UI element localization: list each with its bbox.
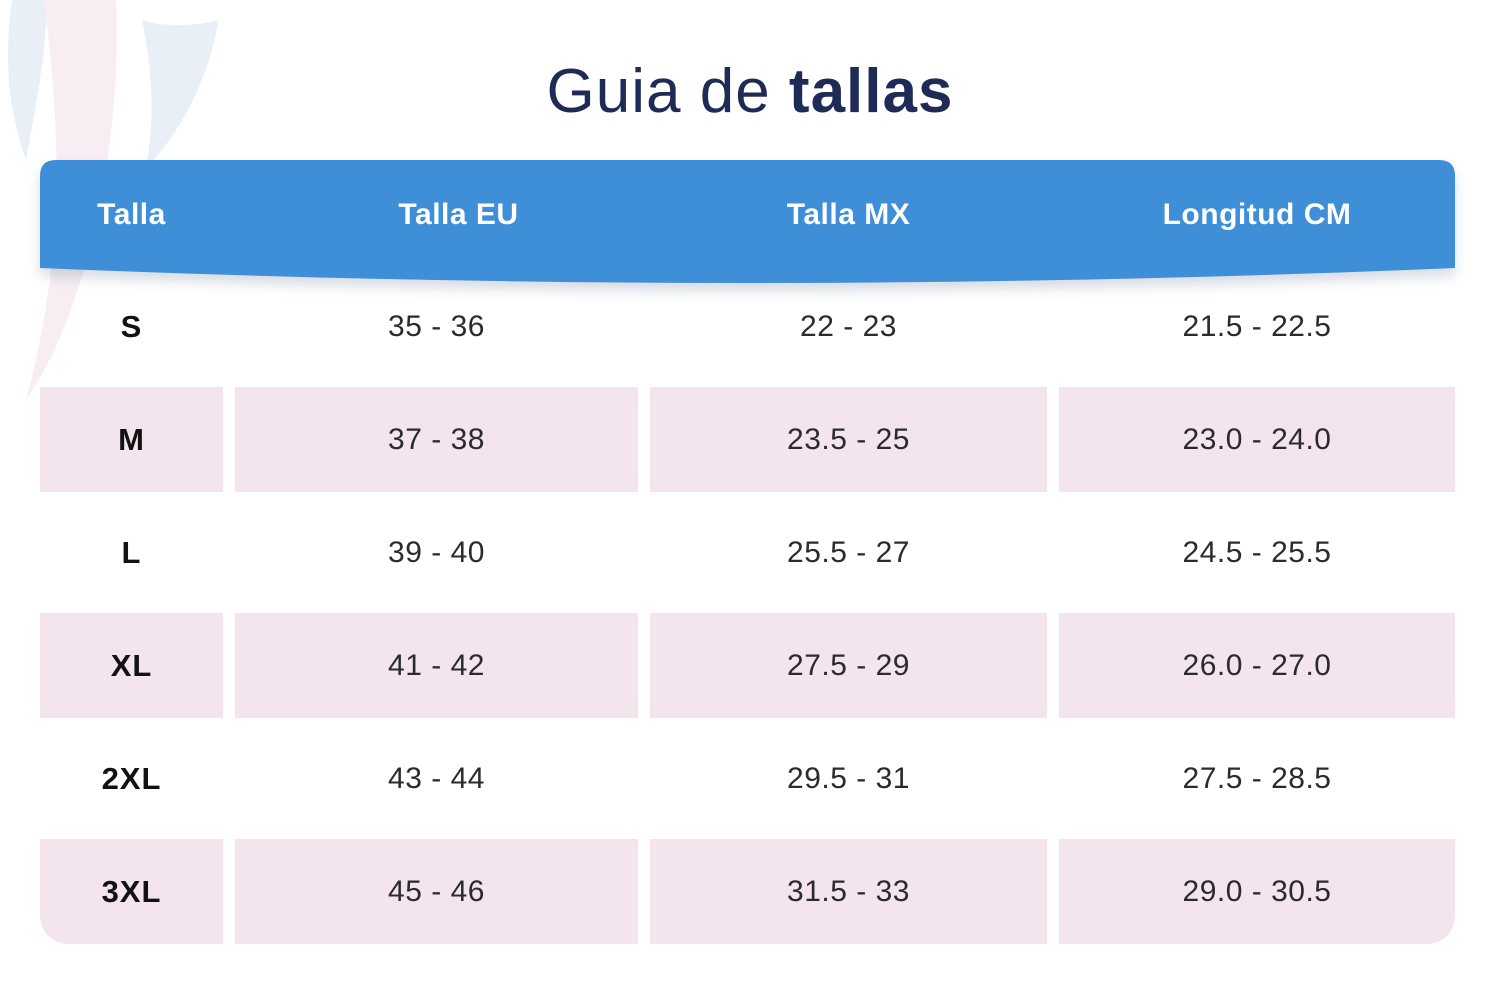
- cell-talla: S: [120, 308, 143, 344]
- cell-talla: XL: [40, 613, 223, 718]
- cell-longitud-cm: 21.5 - 22.5: [1182, 309, 1332, 343]
- cell-talla: L: [121, 534, 142, 570]
- cell-talla-mx: 25.5 - 27: [787, 535, 910, 569]
- cell-talla-mx: 22 - 23: [800, 309, 897, 343]
- page-title: Guia de tallas: [0, 56, 1500, 127]
- header-cell-talla-mx: Talla MX: [786, 198, 911, 231]
- cell-talla-eu: 37 - 38: [235, 387, 638, 492]
- table-row-l: L 39 - 40 25.5 - 27 24.5 - 25.5: [40, 496, 1455, 609]
- table-header: Talla Talla EU Talla MX Longitud CM: [40, 160, 1455, 270]
- table-header-background: [40, 160, 1455, 283]
- cell-talla-mx: 27.5 - 29: [650, 613, 1047, 718]
- cell-talla-mx: 31.5 - 33: [650, 839, 1047, 944]
- header-cell-talla-eu: Talla EU: [398, 198, 519, 231]
- cell-talla-mx: 23.5 - 25: [650, 387, 1047, 492]
- cell-talla: 3XL: [40, 839, 223, 944]
- cell-longitud-cm: 27.5 - 28.5: [1182, 761, 1332, 795]
- cell-talla: M: [40, 387, 223, 492]
- cell-longitud-cm: 24.5 - 25.5: [1182, 535, 1332, 569]
- table-row-s: S 35 - 36 22 - 23 21.5 - 22.5: [40, 270, 1455, 383]
- cell-longitud-cm: 26.0 - 27.0: [1059, 613, 1455, 718]
- table-row-2xl: 2XL 43 - 44 29.5 - 31 27.5 - 28.5: [40, 722, 1455, 835]
- page-title-regular: Guia de: [546, 57, 771, 126]
- cell-talla-eu: 45 - 46: [235, 839, 638, 944]
- table-row-xl: XL 41 - 42 27.5 - 29 26.0 - 27.0: [40, 609, 1455, 722]
- cell-longitud-cm: 23.0 - 24.0: [1059, 387, 1455, 492]
- header-cell-longitud-cm: Longitud CM: [1162, 198, 1352, 231]
- table-body: S 35 - 36 22 - 23 21.5 - 22.5 M 37 - 38 …: [40, 270, 1455, 948]
- cell-talla: 2XL: [101, 760, 162, 796]
- cell-talla-eu: 43 - 44: [388, 761, 485, 795]
- page-title-emphasis: tallas: [788, 57, 954, 126]
- cell-talla-eu: 41 - 42: [235, 613, 638, 718]
- header-cell-talla: Talla: [97, 198, 166, 231]
- cell-talla-mx: 29.5 - 31: [787, 761, 910, 795]
- table-row-m: M 37 - 38 23.5 - 25 23.0 - 24.0: [40, 383, 1455, 496]
- cell-talla-eu: 35 - 36: [388, 309, 485, 343]
- cell-talla-eu: 39 - 40: [388, 535, 485, 569]
- table-row-3xl: 3XL 45 - 46 31.5 - 33 29.0 - 30.5: [40, 835, 1455, 948]
- cell-longitud-cm: 29.0 - 30.5: [1059, 839, 1455, 944]
- size-guide-table: Talla Talla EU Talla MX Longitud CM S 35…: [40, 160, 1455, 948]
